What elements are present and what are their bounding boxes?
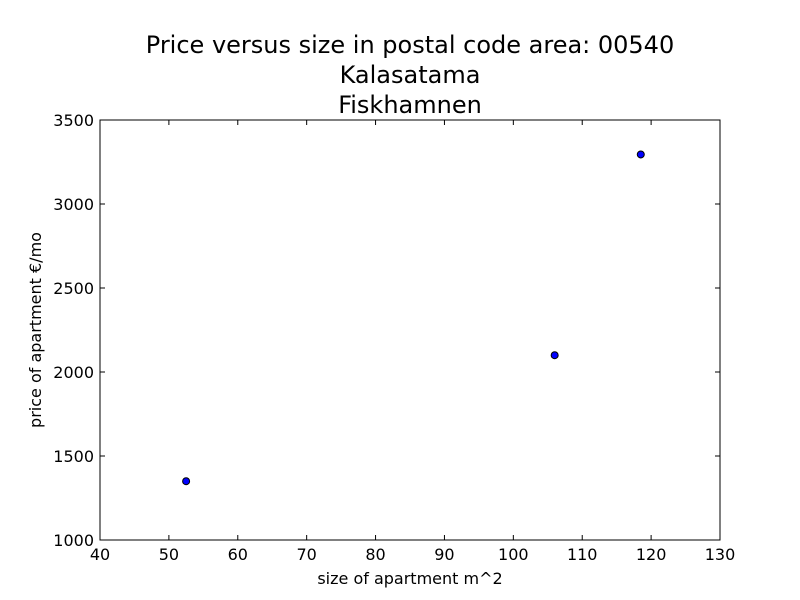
chart-title: Price versus size in postal code area: 0… [146, 31, 674, 119]
x-tick-label: 80 [365, 545, 385, 564]
chart-title-line-2: Kalasatama [340, 61, 481, 89]
x-tick-label: 110 [567, 545, 598, 564]
x-axis-label: size of apartment m^2 [317, 569, 502, 588]
plot-area [99, 119, 721, 541]
data-point [550, 351, 559, 360]
data-points [182, 150, 645, 486]
y-axis-label: price of apartment €/mo [26, 232, 45, 428]
y-tick-label: 1500 [53, 447, 94, 466]
x-tick-label: 90 [434, 545, 454, 564]
data-point [636, 150, 645, 159]
x-tick-label: 100 [498, 545, 529, 564]
y-tick-label: 1000 [53, 531, 94, 550]
data-point [182, 477, 191, 486]
x-tick-label: 120 [636, 545, 667, 564]
y-axis-ticks: 1000 1500 2000 2500 3000 3500 [53, 111, 720, 550]
x-tick-label: 130 [705, 545, 736, 564]
y-tick-label: 2000 [53, 363, 94, 382]
x-tick-label: 60 [228, 545, 248, 564]
y-tick-label: 3000 [53, 195, 94, 214]
x-tick-label: 50 [159, 545, 179, 564]
x-tick-label: 40 [90, 545, 110, 564]
y-tick-label: 2500 [53, 279, 94, 298]
chart-title-line-3: Fiskhamnen [338, 91, 482, 119]
x-axis-ticks: 40 50 60 70 80 90 100 110 120 130 [90, 120, 735, 564]
y-tick-label: 3500 [53, 111, 94, 130]
chart-title-line-1: Price versus size in postal code area: 0… [146, 31, 674, 59]
x-tick-label: 70 [296, 545, 316, 564]
